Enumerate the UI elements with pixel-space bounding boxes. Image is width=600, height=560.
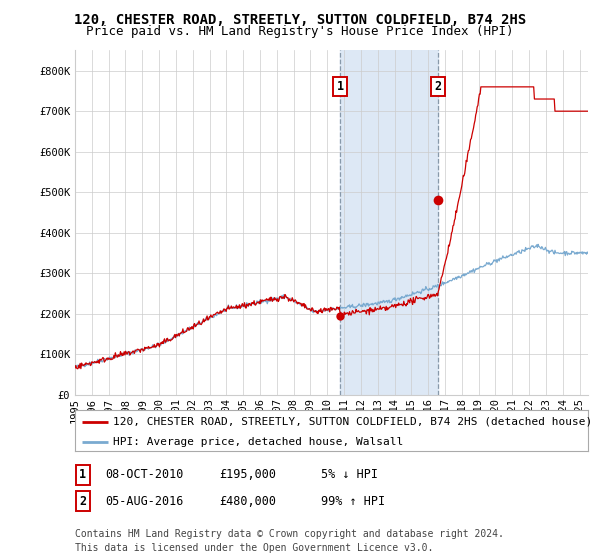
Text: 5% ↓ HPI: 5% ↓ HPI: [321, 468, 378, 482]
Text: Price paid vs. HM Land Registry's House Price Index (HPI): Price paid vs. HM Land Registry's House …: [86, 25, 514, 38]
Text: 120, CHESTER ROAD, STREETLY, SUTTON COLDFIELD, B74 2HS (detached house): 120, CHESTER ROAD, STREETLY, SUTTON COLD…: [113, 417, 593, 427]
Text: Contains HM Land Registry data © Crown copyright and database right 2024.: Contains HM Land Registry data © Crown c…: [75, 529, 504, 539]
Text: 2: 2: [79, 494, 86, 508]
Text: 2: 2: [434, 80, 442, 93]
Text: HPI: Average price, detached house, Walsall: HPI: Average price, detached house, Wals…: [113, 437, 404, 447]
Text: £195,000: £195,000: [219, 468, 276, 482]
Text: 120, CHESTER ROAD, STREETLY, SUTTON COLDFIELD, B74 2HS: 120, CHESTER ROAD, STREETLY, SUTTON COLD…: [74, 13, 526, 27]
Text: 05-AUG-2016: 05-AUG-2016: [105, 494, 184, 508]
Text: This data is licensed under the Open Government Licence v3.0.: This data is licensed under the Open Gov…: [75, 543, 433, 553]
Bar: [340, 50, 438, 395]
Text: 1: 1: [337, 80, 344, 93]
Text: 08-OCT-2010: 08-OCT-2010: [105, 468, 184, 482]
Text: 1: 1: [79, 468, 86, 482]
Text: 99% ↑ HPI: 99% ↑ HPI: [321, 494, 385, 508]
Text: £480,000: £480,000: [219, 494, 276, 508]
